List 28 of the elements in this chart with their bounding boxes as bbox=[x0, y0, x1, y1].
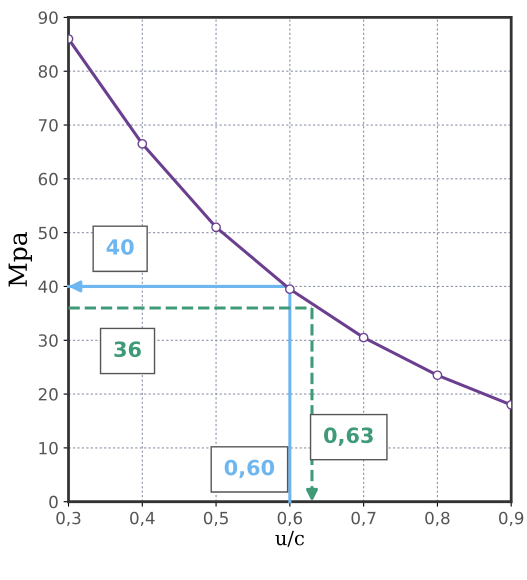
y-tick-label: 30 bbox=[38, 334, 58, 347]
point bbox=[137, 138, 148, 149]
point bbox=[211, 222, 221, 232]
point bbox=[358, 332, 368, 342]
x-tick-label: 0,4 bbox=[130, 512, 155, 526]
x-tick-label: 0,7 bbox=[351, 512, 376, 526]
y-tick-label: 50 bbox=[38, 226, 58, 240]
ref-line-label: 36 bbox=[114, 341, 141, 358]
y-tick-label: 20 bbox=[38, 388, 58, 401]
x-axis-title: u/c bbox=[275, 530, 304, 547]
y-tick-label: 90 bbox=[38, 11, 58, 24]
y-tick-label: 80 bbox=[38, 65, 58, 78]
y-tick-label: 0 bbox=[49, 496, 58, 508]
ref-line-label: 0,63 bbox=[324, 427, 373, 446]
y-tick-label: 10 bbox=[39, 442, 58, 454]
y-tick-label: 70 bbox=[38, 118, 58, 132]
y-tick-label: 40 bbox=[38, 280, 58, 294]
x-tick-label: 0,6 bbox=[278, 512, 302, 526]
point bbox=[432, 370, 442, 380]
x-tick-label: 0,5 bbox=[204, 512, 228, 526]
ref-line-label: 40 bbox=[106, 239, 134, 255]
y-axis-title: Mpa bbox=[8, 232, 32, 287]
x-tick-label: 0,9 bbox=[499, 512, 524, 526]
x-tick-label: 0,8 bbox=[425, 512, 450, 526]
y-tick-label: 60 bbox=[38, 172, 58, 186]
ref-line-label: 0,60 bbox=[224, 460, 274, 478]
point bbox=[284, 284, 295, 294]
x-tick-label: 0,3 bbox=[56, 512, 80, 526]
